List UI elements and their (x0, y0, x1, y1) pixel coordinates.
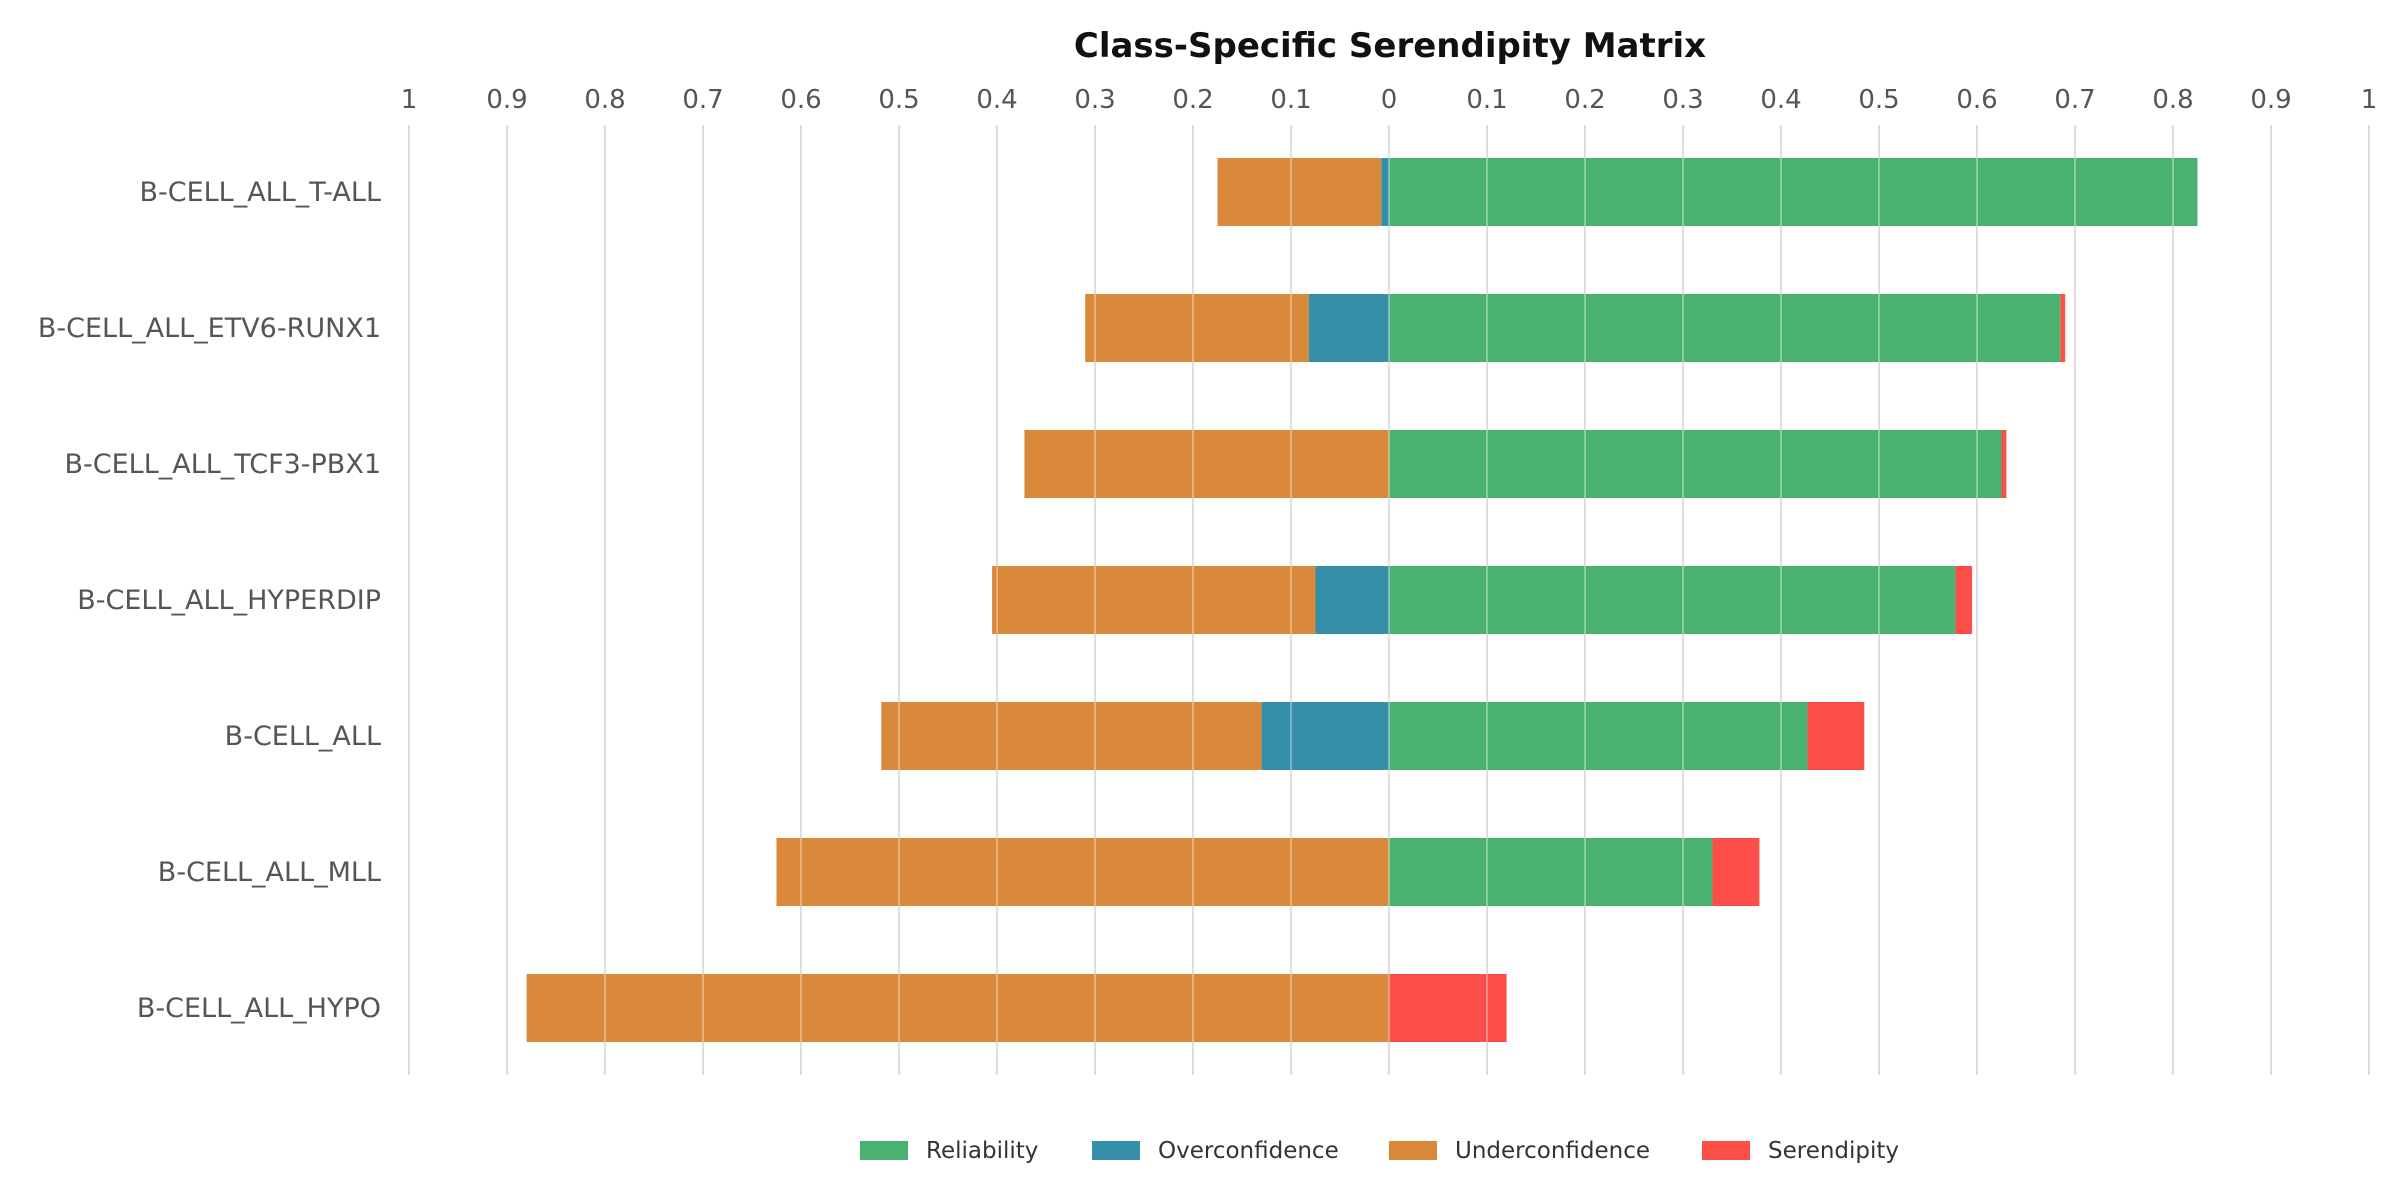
category-label: B-CELL_ALL_MLL (158, 857, 381, 888)
category-label: B-CELL_ALL_TCF3-PBX1 (64, 449, 381, 480)
bar-reliability (1389, 294, 2061, 362)
bars (526, 158, 2198, 1042)
legend-swatch-reliability (860, 1141, 908, 1160)
bar-underconfidence (992, 566, 1316, 634)
category-label: B-CELL_ALL_T-ALL (139, 177, 381, 208)
bar-serendipity (1712, 838, 1760, 906)
bar-overconfidence (1381, 158, 1389, 226)
x-tick-label: 0.3 (1074, 85, 1115, 115)
bar-serendipity (1807, 702, 1865, 770)
bar-serendipity (1955, 566, 1973, 634)
bar-overconfidence (1315, 566, 1389, 634)
bar-underconfidence (881, 702, 1262, 770)
bar-reliability (1389, 838, 1713, 906)
x-tick-label: 0.1 (1466, 85, 1507, 115)
x-tick-label: 1 (401, 85, 418, 115)
x-tick-label: 0 (1381, 85, 1398, 115)
bar-serendipity (2001, 430, 2007, 498)
x-tick-label: 0.4 (976, 85, 1017, 115)
x-tick-label: 0.6 (1956, 85, 1997, 115)
x-tick-label: 0.5 (878, 85, 919, 115)
x-tick-label: 0.8 (584, 85, 625, 115)
category-label: B-CELL_ALL_HYPO (137, 993, 381, 1024)
category-label: B-CELL_ALL_ETV6-RUNX1 (38, 313, 381, 344)
bar-serendipity (2060, 294, 2066, 362)
x-tick-label: 0.1 (1270, 85, 1311, 115)
x-tick-label: 1 (2361, 85, 2378, 115)
category-label: B-CELL_ALL (225, 721, 381, 752)
x-tick-label: 0.9 (486, 85, 527, 115)
category-labels: B-CELL_ALL_T-ALL B-CELL_ALL_ETV6-RUNX1 B-C… (38, 177, 381, 1024)
bar-underconfidence (1024, 430, 1389, 498)
x-tick-label: 0.8 (2152, 85, 2193, 115)
category-label: B-CELL_ALL_HYPERDIP (77, 585, 381, 616)
legend: Reliability Overconfidence Underconfidence… (860, 1138, 1899, 1164)
bar-reliability (1389, 702, 1808, 770)
legend-label-reliability: Reliability (926, 1138, 1038, 1164)
x-tick-label: 0.4 (1760, 85, 1801, 115)
bar-reliability (1389, 430, 2002, 498)
chart-title: Class-Specific Serendipity Matrix (1074, 26, 1706, 66)
bar-underconfidence (776, 838, 1389, 906)
gridline-overlay (408, 125, 2370, 1075)
bar-underconfidence (1217, 158, 1382, 226)
bar-underconfidence (1085, 294, 1309, 362)
x-tick-label: 0.7 (682, 85, 723, 115)
legend-label-overconfidence: Overconfidence (1158, 1138, 1339, 1164)
legend-label-underconfidence: Underconfidence (1455, 1138, 1650, 1164)
x-tick-label: 0.2 (1564, 85, 1605, 115)
x-tick-label: 0.9 (2250, 85, 2291, 115)
bar-serendipity (1389, 974, 1507, 1042)
legend-label-serendipity: Serendipity (1768, 1138, 1899, 1164)
x-tick-label: 0.3 (1662, 85, 1703, 115)
bar-overconfidence (1308, 294, 1389, 362)
bar-overconfidence (1261, 702, 1389, 770)
legend-swatch-serendipity (1702, 1141, 1750, 1160)
x-tick-label: 0.7 (2054, 85, 2095, 115)
bar-reliability (1389, 158, 2198, 226)
bar-reliability (1389, 566, 1956, 634)
legend-swatch-underconfidence (1389, 1141, 1437, 1160)
x-axis-ticks: 1 0.9 0.8 0.7 0.6 0.5 0.4 0.3 0.2 0.1 0 0.1 0.2 0.3 0.… (401, 85, 2378, 115)
x-tick-label: 0.6 (780, 85, 821, 115)
bar-underconfidence (526, 974, 1389, 1042)
legend-swatch-overconfidence (1092, 1141, 1140, 1160)
x-tick-label: 0.5 (1858, 85, 1899, 115)
x-tick-label: 0.2 (1172, 85, 1213, 115)
